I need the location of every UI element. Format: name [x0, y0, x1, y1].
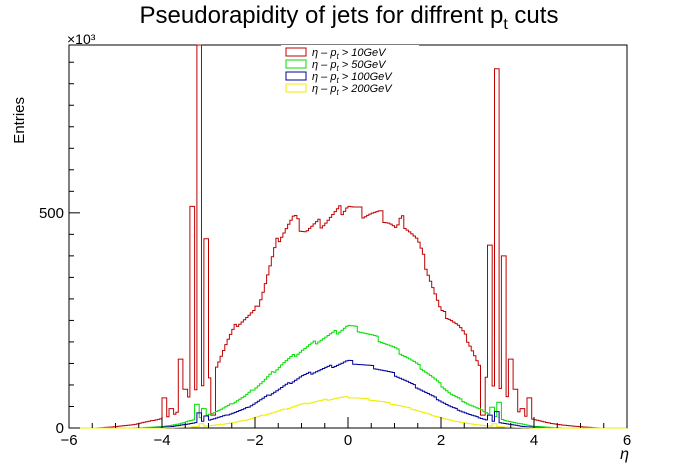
x-tick-label: 0	[344, 432, 352, 449]
x-tick-label: 6	[623, 432, 631, 449]
legend-label-2: η – pt > 100GeV	[312, 71, 393, 85]
chart-title-subscript: t	[503, 15, 508, 33]
x-tick-label: −4	[153, 432, 170, 449]
x-tick-label: −6	[60, 432, 77, 449]
x-tick-label: 4	[530, 432, 538, 449]
y-multiplier-label: ×10³	[67, 31, 96, 47]
chart-title-text: Pseudorapidity of jets for diffrent p	[139, 2, 504, 29]
plot-frame	[68, 44, 628, 429]
y-tick-label: 500	[39, 205, 64, 222]
legend-box	[281, 45, 419, 95]
legend-label-3: η – pt > 200GeV	[312, 83, 393, 97]
legend-swatch-1	[285, 59, 307, 69]
x-tick-label: −2	[246, 432, 263, 449]
legend-swatch-2	[285, 71, 307, 81]
legend-swatch-0	[285, 47, 307, 57]
series-line-1	[69, 324, 627, 429]
y-axis-label: Entries	[11, 97, 28, 144]
series-line-0	[69, 44, 627, 429]
x-tick-label: 2	[437, 432, 445, 449]
legend-swatch-3	[285, 83, 307, 93]
chart-title: Pseudorapidity of jets for diffrent pt c…	[0, 2, 698, 34]
tick-layer: −6 −4 −2 0 2 4 6 0 500	[39, 61, 631, 449]
legend-label-0: η – pt > 10GeV	[312, 47, 387, 61]
legend-label-1: η – pt > 50GeV	[312, 59, 387, 73]
chart-title-suffix: cuts	[507, 2, 559, 29]
y-tick-label: 0	[56, 420, 64, 437]
x-axis-label: η	[620, 446, 629, 463]
series-line-3	[69, 395, 627, 429]
series-layer	[69, 44, 627, 429]
